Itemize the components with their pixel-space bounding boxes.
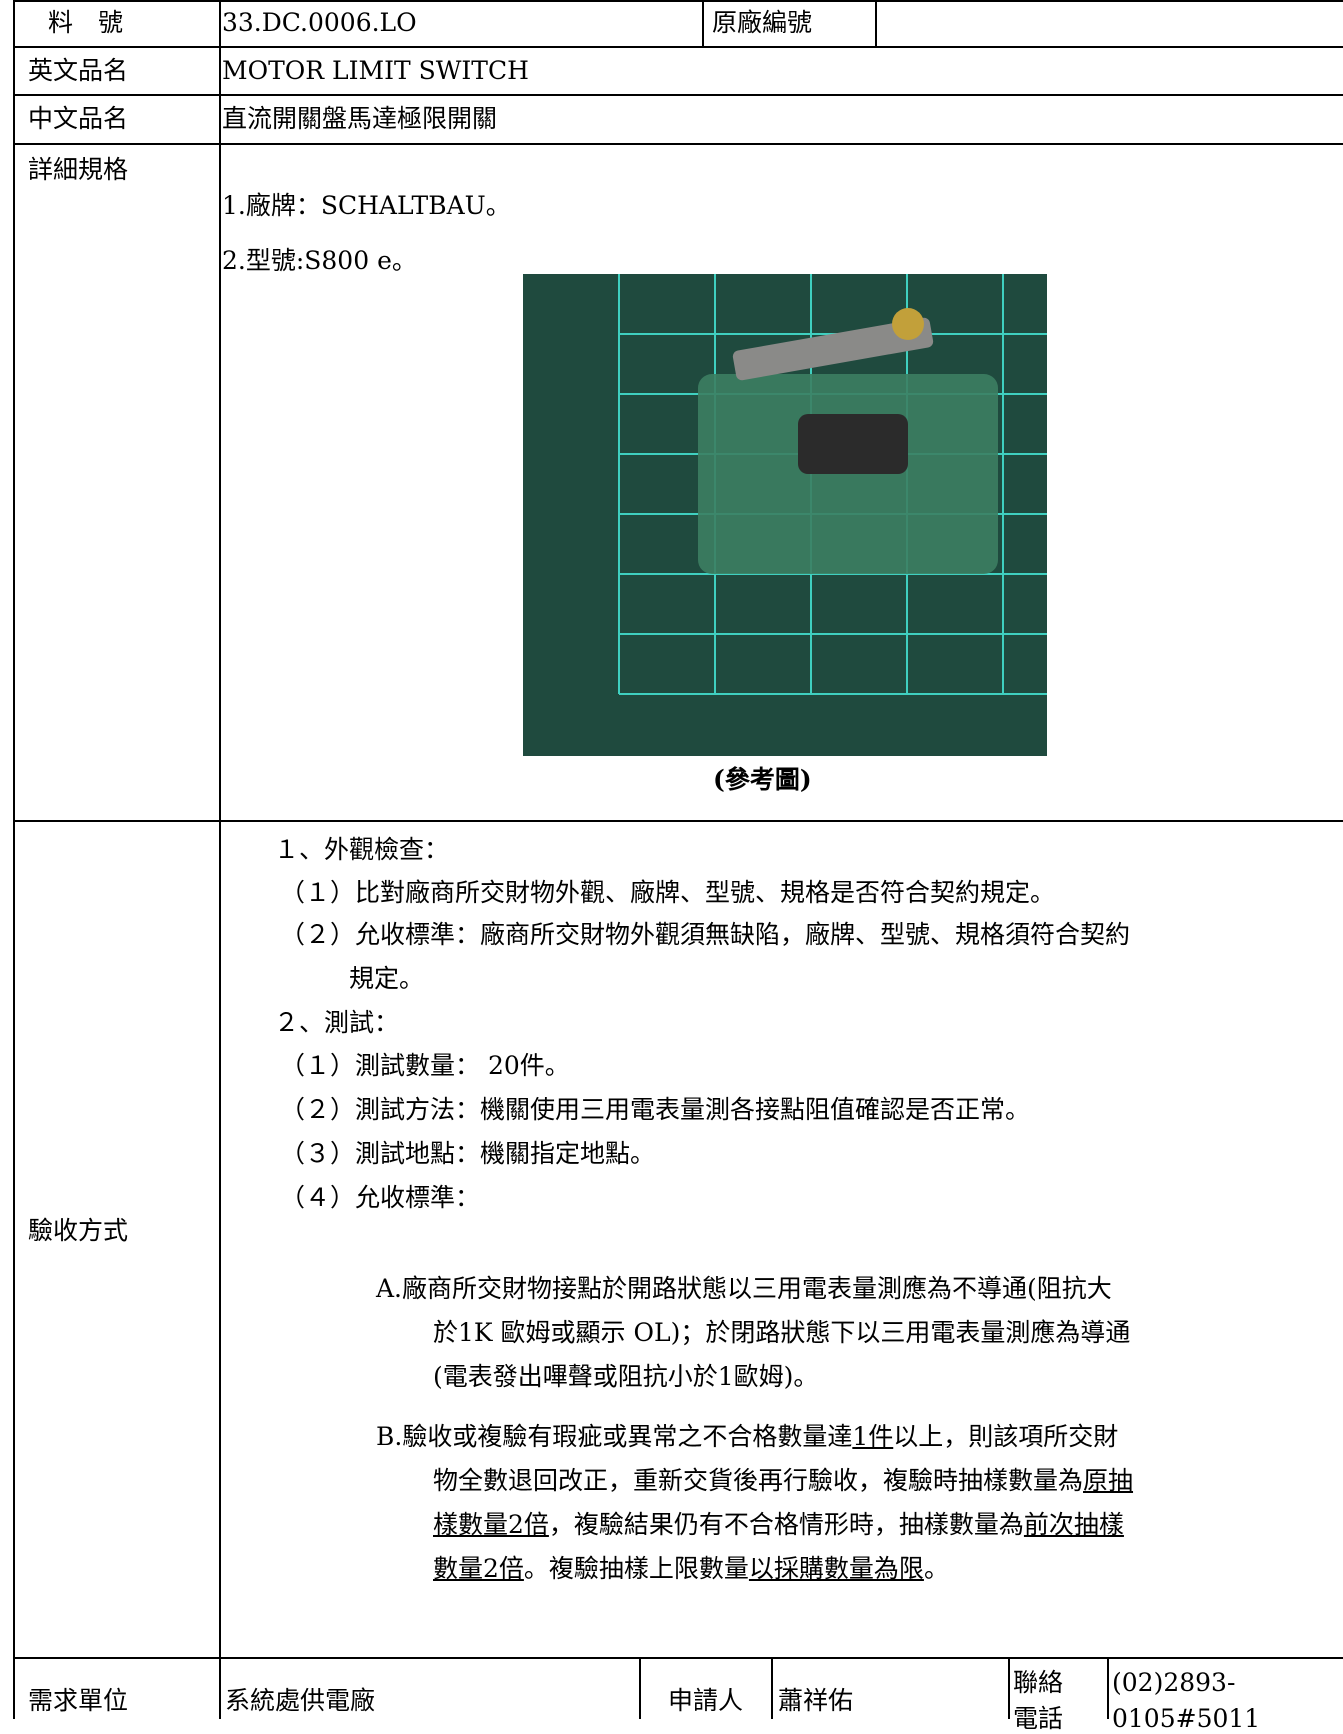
border — [875, 0, 877, 46]
text: （１）測試數量： 20件。 — [280, 1051, 570, 1080]
border — [771, 1657, 773, 1719]
text: 於1K 歐姆或顯示 OL)；於閉路狀態下以三用電表量測應為導通 — [433, 1318, 1131, 1347]
text: 。複驗抽樣上限數量 — [523, 1554, 749, 1583]
border — [1008, 1657, 1010, 1719]
spec-line: 1.廠牌：SCHALTBAU。 — [222, 191, 511, 220]
acceptance-line: B.驗收或複驗有瑕疵或異常之不合格數量達1件以上，則該項所交財 — [376, 1422, 1118, 1452]
underlined-text: 原抽 — [1083, 1466, 1134, 1495]
text: （１）比對廠商所交財物外觀、廠牌、型號、規格是否符合契約規定。 — [280, 878, 1056, 907]
text: （３）測試地點：機關指定地點。 — [280, 1139, 656, 1168]
acceptance-line: 規定。 — [349, 964, 424, 994]
label: 電話 — [1013, 1704, 1064, 1733]
border — [13, 0, 1343, 2]
label: 需求單位 — [28, 1686, 129, 1715]
caption: (參考圖) — [713, 765, 812, 794]
label: 中文品名 — [28, 104, 129, 133]
acceptance-line: (電表發出嗶聲或阻抗小於1歐姆)。 — [433, 1362, 818, 1392]
text: ，複驗結果仍有不合格情形時，抽樣數量為 — [548, 1510, 1024, 1539]
label: 聯絡 — [1013, 1668, 1064, 1697]
border — [1107, 1657, 1109, 1719]
value: 蕭祥佑 — [778, 1686, 854, 1715]
text: B.驗收或複驗有瑕疵或異常之不合格數量達 — [376, 1422, 853, 1451]
text: 。 — [923, 1554, 949, 1583]
border — [13, 143, 1343, 145]
border — [639, 1657, 641, 1719]
acceptance-line: （３）測試地點：機關指定地點。 — [280, 1139, 655, 1169]
text: （２）允收標準：廠商所交財物外觀須無缺陷，廠牌、型號、規格須符合契約 — [280, 920, 1131, 949]
text: 物全數退回改正，重新交貨後再行驗收，複驗時抽樣數量為 — [433, 1466, 1084, 1495]
acceptance-line: （４）允收標準： — [280, 1183, 480, 1213]
acceptance-line: １、外觀檢查： — [274, 835, 449, 865]
acceptance-line: （１）測試數量： 20件。 — [280, 1051, 570, 1081]
label: 驗收方式 — [28, 1216, 129, 1245]
text: (電表發出嗶聲或阻抗小於1歐姆)。 — [433, 1362, 819, 1391]
underlined-text: 1件 — [852, 1422, 894, 1451]
acceptance-line: ２、測試： — [274, 1008, 399, 1038]
acceptance-line: 物全數退回改正，重新交貨後再行驗收，複驗時抽樣數量為原抽 — [433, 1466, 1133, 1496]
value: 直流開關盤馬達極限開關 — [222, 104, 498, 133]
label: 英文品名 — [28, 56, 129, 85]
text: （４）允收標準： — [280, 1183, 481, 1212]
text: ２、測試： — [274, 1008, 400, 1037]
border — [13, 46, 1343, 48]
acceptance-line: （２）測試方法：機關使用三用電表量測各接點阻值確認是否正常。 — [280, 1095, 1030, 1125]
border — [13, 94, 1343, 96]
underlined-text: 以採購數量為限 — [748, 1554, 924, 1583]
border — [13, 820, 1343, 822]
label: 料 號 — [48, 8, 124, 37]
value: (02)2893- — [1112, 1668, 1236, 1697]
underlined-text: 樣數量2倍 — [433, 1510, 549, 1539]
text: １、外觀檢查： — [274, 835, 450, 864]
underlined-text: 前次抽樣 — [1023, 1510, 1124, 1539]
label: 詳細規格 — [28, 155, 129, 184]
value: 系統處供電廠 — [225, 1686, 376, 1715]
underlined-text: 數量2倍 — [433, 1554, 524, 1583]
acceptance-line: （２）允收標準：廠商所交財物外觀須無缺陷，廠牌、型號、規格須符合契約 — [280, 920, 1130, 950]
border — [702, 0, 704, 46]
value: MOTOR LIMIT SWITCH — [222, 56, 529, 85]
acceptance-line: 樣數量2倍，複驗結果仍有不合格情形時，抽樣數量為前次抽樣 — [433, 1510, 1124, 1540]
border — [219, 0, 221, 1719]
label: 申請人 — [668, 1686, 744, 1715]
text: 以上，則該項所交財 — [893, 1422, 1119, 1451]
border — [13, 1657, 1343, 1659]
acceptance-line: 於1K 歐姆或顯示 OL)；於閉路狀態下以三用電表量測應為導通 — [433, 1318, 1130, 1348]
border — [13, 0, 15, 1719]
text: A.廠商所交財物接點於開路狀態以三用電表量測應為不導通(阻抗大 — [376, 1274, 1112, 1303]
acceptance-line: 數量2倍。複驗抽樣上限數量以採購數量為限。 — [433, 1554, 949, 1584]
spec-line: 2.型號:S800 e。 — [222, 246, 417, 275]
text: 規定。 — [349, 964, 425, 993]
value: 33.DC.0006.LO — [222, 8, 417, 37]
reference-photo — [523, 274, 1047, 756]
label: 原廠編號 — [712, 8, 813, 37]
acceptance-line: （１）比對廠商所交財物外觀、廠牌、型號、規格是否符合契約規定。 — [280, 878, 1055, 908]
value: 0105#5011 — [1112, 1704, 1261, 1733]
acceptance-line: A.廠商所交財物接點於開路狀態以三用電表量測應為不導通(阻抗大 — [376, 1274, 1112, 1304]
text: （２）測試方法：機關使用三用電表量測各接點阻值確認是否正常。 — [280, 1095, 1031, 1124]
